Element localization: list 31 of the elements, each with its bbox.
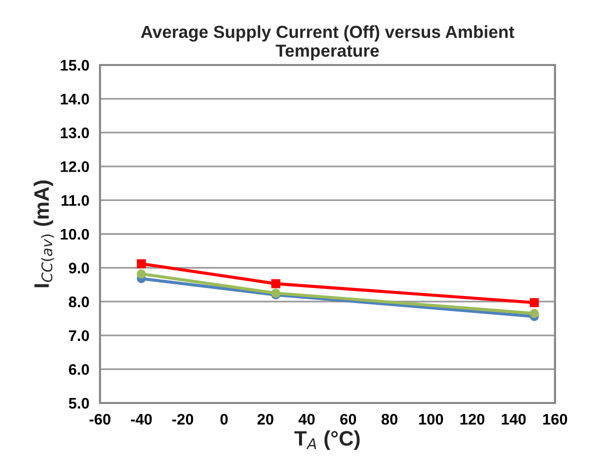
y-tick-label: 5.0 (68, 398, 89, 409)
y-tick-label: 9.0 (68, 262, 89, 274)
y-tick-label: 12.0 (60, 161, 89, 172)
point (136, 259, 146, 268)
x-tick-label: 60 (340, 414, 356, 425)
x-tick-label: 40 (298, 414, 315, 425)
point (530, 308, 539, 318)
x-tick-label: 100 (419, 414, 444, 425)
x-tick-label: 80 (382, 414, 398, 425)
x-tick-label: 0 (220, 414, 228, 425)
chart-title: Average Supply Current (Off) versus Ambient Temperature (140, 25, 514, 60)
y-tick-label: 14.0 (60, 94, 89, 104)
y-tick-label: 8.0 (68, 296, 89, 308)
y-tick-label: 6.0 (68, 364, 89, 375)
y-tick-label: 10.0 (60, 228, 89, 240)
x-tick-label: 20 (257, 414, 274, 425)
point (271, 279, 280, 288)
x-axis-title: T$_{A}$ (°C) (294, 430, 360, 450)
x-tick-label: 120 (460, 414, 484, 425)
x-tick-label: 140 (502, 414, 526, 425)
y-axis-title: I$_{CC(av)}$ (mA) (34, 180, 54, 288)
x-tick-label: -20 (172, 414, 194, 425)
point (136, 269, 146, 278)
y-tick-label: 15.0 (60, 60, 89, 71)
y-tick-label: 11.0 (62, 195, 89, 206)
point (530, 298, 539, 308)
y-tick-label: 7.0 (69, 330, 89, 342)
x-tick-label: 160 (543, 414, 568, 425)
x-tick-label: -40 (130, 414, 152, 425)
x-tick-label: -60 (90, 414, 110, 425)
y-tick-label: 13.0 (60, 127, 89, 138)
